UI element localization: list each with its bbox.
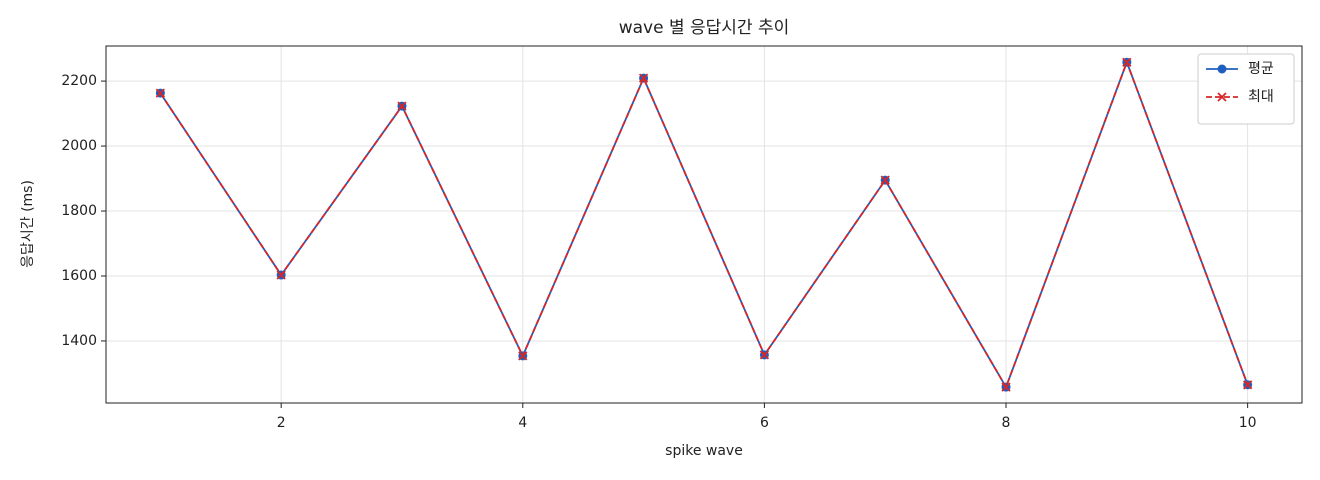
chart-title: wave 별 응답시간 추이 [619,18,790,38]
y-axis-label: 응답시간 (ms) [20,180,36,268]
x-tick-label: 10 [1239,415,1257,431]
x-tick-label: 2 [277,415,286,431]
marker-stroke [518,351,528,361]
legend-box [1197,53,1295,125]
marker [1217,64,1227,74]
marker-stroke [1217,92,1227,102]
marker-stroke [155,88,166,98]
marker [1242,380,1253,390]
marker-stroke [397,101,407,111]
y-tick-label: 2000 [61,138,97,154]
marker [155,88,166,98]
x-tick-label: 6 [760,415,769,431]
marker-stroke [880,175,890,185]
y-tick-label: 2200 [61,73,97,89]
y-tick-label: 1800 [61,203,97,219]
series-line [159,59,1249,390]
y-tick-label: 1600 [61,268,97,284]
legend-label: 평균 [1248,61,1274,77]
marker-stroke [759,350,770,360]
marker [638,73,649,83]
marker-stroke [1001,382,1011,392]
x-axis-label: spike wave [665,443,743,459]
marker-stroke [276,270,286,280]
marker [518,351,528,361]
marker-stroke [1122,57,1132,67]
marker [759,350,770,360]
x-tick-label: 4 [518,415,527,431]
y-tick-label: 1400 [61,333,97,349]
marker [1217,92,1227,102]
legend-label: 최대 [1248,89,1274,105]
marker [1122,57,1132,67]
marker [276,270,286,280]
x-tick-label: 8 [1002,415,1011,431]
marker-stroke [1242,380,1253,390]
plot-frame [105,45,1303,404]
marker-stroke [638,73,649,83]
marker [880,175,890,185]
marker [397,101,407,111]
series-line [159,59,1249,390]
marker [1001,382,1011,392]
